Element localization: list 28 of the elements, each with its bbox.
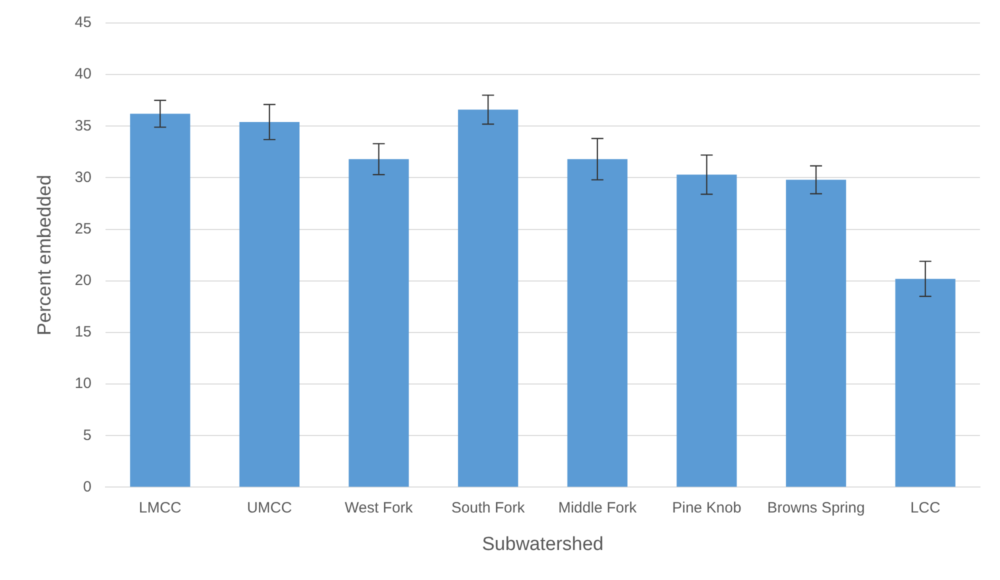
x-tick-label: Browns Spring	[767, 499, 865, 516]
bar	[239, 122, 300, 487]
x-tick-label: Middle Fork	[558, 499, 638, 516]
x-tick-label: LCC	[910, 499, 941, 516]
y-tick-label: 0	[83, 478, 92, 496]
y-tick-label: 10	[74, 375, 92, 392]
bar	[895, 278, 956, 487]
y-tick-label: 30	[74, 168, 92, 186]
y-tick-label: 45	[74, 14, 92, 32]
bar	[676, 174, 737, 487]
y-tick-label: 35	[74, 117, 92, 134]
bar	[458, 110, 518, 487]
x-tick-label: Pine Knob	[672, 499, 742, 516]
bar	[130, 114, 190, 487]
y-tick-label: 5	[83, 426, 92, 444]
y-tick-label: 20	[74, 272, 92, 290]
bar	[348, 159, 409, 487]
x-tick-label: West Fork	[344, 499, 414, 516]
x-tick-label: South Fork	[451, 499, 526, 516]
x-tick-label: UMCC	[246, 499, 292, 516]
y-tick-label: 25	[74, 220, 92, 238]
y-tick-label: 15	[74, 324, 92, 341]
y-axis-title: Percent embedded	[34, 174, 56, 336]
x-axis-title: Subwatershed	[482, 534, 604, 555]
y-tick-label: 40	[74, 66, 92, 83]
bar	[786, 180, 846, 487]
x-tick-label: LMCC	[138, 499, 182, 516]
bar	[567, 159, 628, 487]
